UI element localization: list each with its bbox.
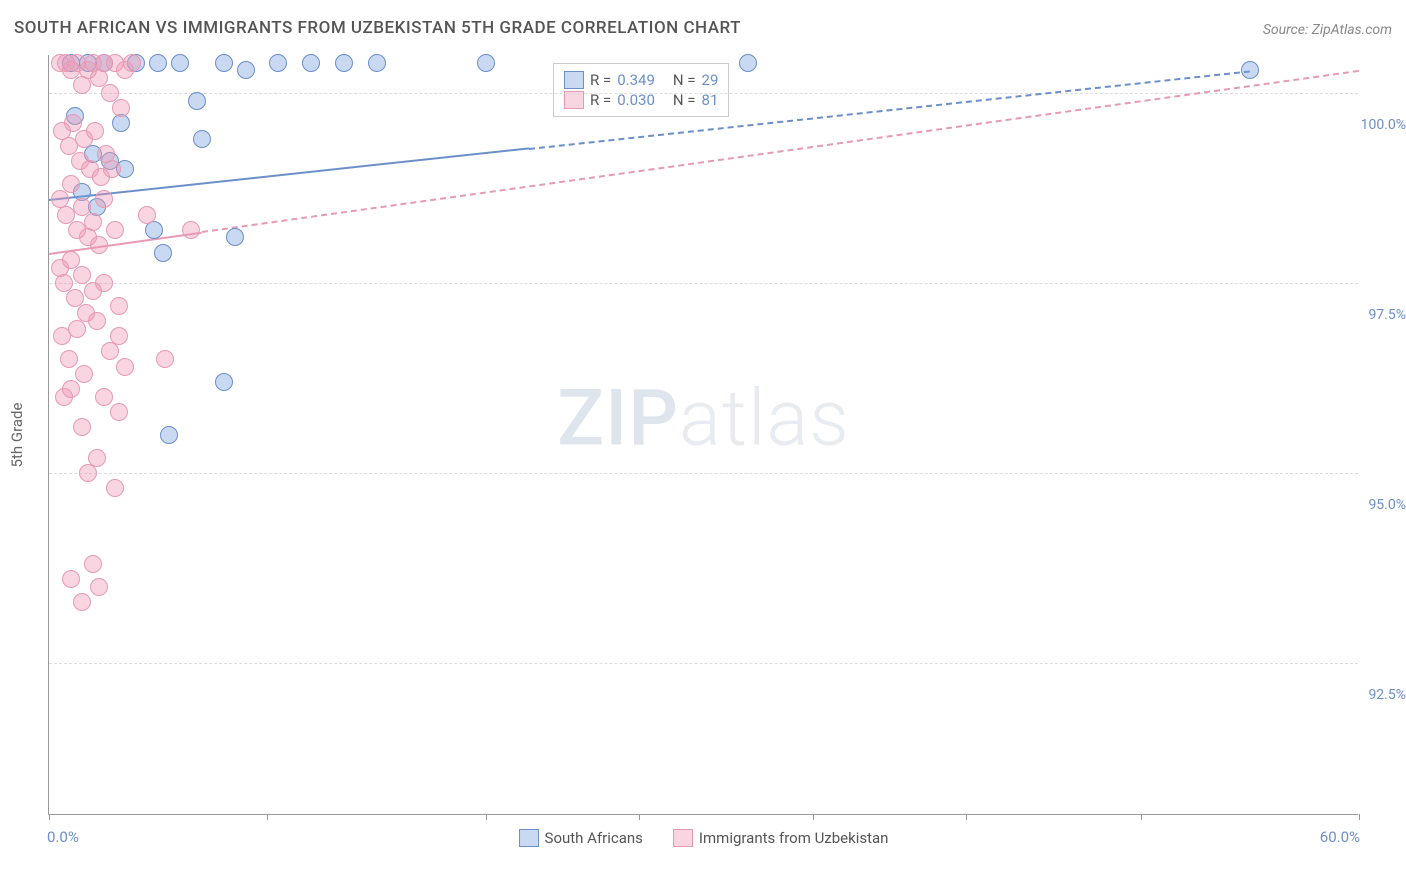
data-point bbox=[95, 388, 113, 406]
data-point bbox=[90, 578, 108, 596]
data-point bbox=[110, 327, 128, 345]
data-point bbox=[182, 221, 200, 239]
data-point bbox=[302, 54, 320, 72]
x-tick bbox=[813, 814, 814, 820]
watermark-part2: atlas bbox=[679, 374, 850, 465]
data-point bbox=[226, 228, 244, 246]
legend-stats-box: R = 0.349N = 29R = 0.030N = 81 bbox=[553, 63, 729, 117]
data-point bbox=[106, 479, 124, 497]
bottom-legend: South Africans Immigrants from Uzbekistan bbox=[519, 828, 889, 848]
data-point bbox=[84, 555, 102, 573]
gridline-h bbox=[49, 283, 1358, 284]
data-point bbox=[62, 570, 80, 588]
data-point bbox=[269, 54, 287, 72]
chart-container: SOUTH AFRICAN VS IMMIGRANTS FROM UZBEKIS… bbox=[0, 0, 1406, 892]
y-tick-label: 97.5% bbox=[1368, 307, 1406, 323]
data-point bbox=[193, 130, 211, 148]
data-point bbox=[62, 380, 80, 398]
y-axis-label: 5th Grade bbox=[8, 402, 26, 467]
data-point bbox=[156, 350, 174, 368]
legend-swatch bbox=[519, 829, 539, 847]
x-axis-max-label: 60.0% bbox=[1320, 828, 1360, 846]
y-tick-label: 100.0% bbox=[1361, 117, 1406, 133]
data-point bbox=[106, 221, 124, 239]
x-tick bbox=[966, 814, 967, 820]
gridline-h bbox=[49, 93, 1358, 94]
bottom-legend-item: South Africans bbox=[519, 828, 643, 848]
watermark: ZIPatlas bbox=[557, 374, 850, 465]
data-point bbox=[103, 160, 121, 178]
data-point bbox=[116, 358, 134, 376]
series-name: South Africans bbox=[545, 829, 643, 847]
legend-swatch bbox=[673, 829, 693, 847]
x-tick bbox=[1141, 814, 1142, 820]
data-point bbox=[112, 99, 130, 117]
data-point bbox=[188, 92, 206, 110]
plot-area: 5th Grade 0.0% 60.0% ZIPatlas R = 0.349N… bbox=[48, 55, 1358, 815]
data-point bbox=[86, 122, 104, 140]
y-tick-label: 95.0% bbox=[1368, 497, 1406, 513]
y-tick-label: 92.5% bbox=[1368, 687, 1406, 703]
legend-swatch bbox=[564, 71, 584, 89]
data-point bbox=[73, 593, 91, 611]
bottom-legend-item: Immigrants from Uzbekistan bbox=[673, 828, 889, 848]
x-tick bbox=[49, 814, 50, 820]
data-point bbox=[84, 213, 102, 231]
legend-n-label: N = bbox=[673, 71, 696, 89]
chart-title: SOUTH AFRICAN VS IMMIGRANTS FROM UZBEKIS… bbox=[14, 18, 741, 38]
data-point bbox=[215, 54, 233, 72]
data-point bbox=[79, 464, 97, 482]
data-point bbox=[90, 236, 108, 254]
data-point bbox=[154, 244, 172, 262]
chart-source: Source: ZipAtlas.com bbox=[1263, 22, 1392, 38]
gridline-h bbox=[49, 663, 1358, 664]
data-point bbox=[95, 190, 113, 208]
data-point bbox=[335, 54, 353, 72]
data-point bbox=[1241, 61, 1259, 79]
x-tick bbox=[639, 814, 640, 820]
data-point bbox=[149, 54, 167, 72]
data-point bbox=[68, 320, 86, 338]
legend-r-value: 0.349 bbox=[617, 71, 655, 89]
data-point bbox=[110, 403, 128, 421]
data-point bbox=[95, 274, 113, 292]
x-tick bbox=[267, 814, 268, 820]
series-name: Immigrants from Uzbekistan bbox=[699, 829, 889, 847]
data-point bbox=[368, 54, 386, 72]
data-point bbox=[110, 297, 128, 315]
x-axis-min-label: 0.0% bbox=[47, 828, 79, 846]
legend-r-label: R = bbox=[590, 71, 611, 89]
x-tick bbox=[486, 814, 487, 820]
data-point bbox=[215, 373, 233, 391]
watermark-part1: ZIP bbox=[557, 374, 679, 465]
data-point bbox=[160, 426, 178, 444]
data-point bbox=[739, 54, 757, 72]
data-point bbox=[73, 418, 91, 436]
x-tick bbox=[1359, 814, 1360, 820]
data-point bbox=[123, 54, 141, 72]
data-point bbox=[138, 206, 156, 224]
data-point bbox=[75, 365, 93, 383]
data-point bbox=[60, 350, 78, 368]
data-point bbox=[88, 312, 106, 330]
data-point bbox=[101, 342, 119, 360]
data-point bbox=[62, 175, 80, 193]
data-point bbox=[237, 61, 255, 79]
data-point bbox=[477, 54, 495, 72]
trend-line-dash bbox=[202, 70, 1359, 233]
legend-stats-row: R = 0.349 N = 29 bbox=[564, 70, 718, 90]
gridline-h bbox=[49, 473, 1358, 474]
legend-n-value: 29 bbox=[702, 71, 719, 89]
data-point bbox=[171, 54, 189, 72]
